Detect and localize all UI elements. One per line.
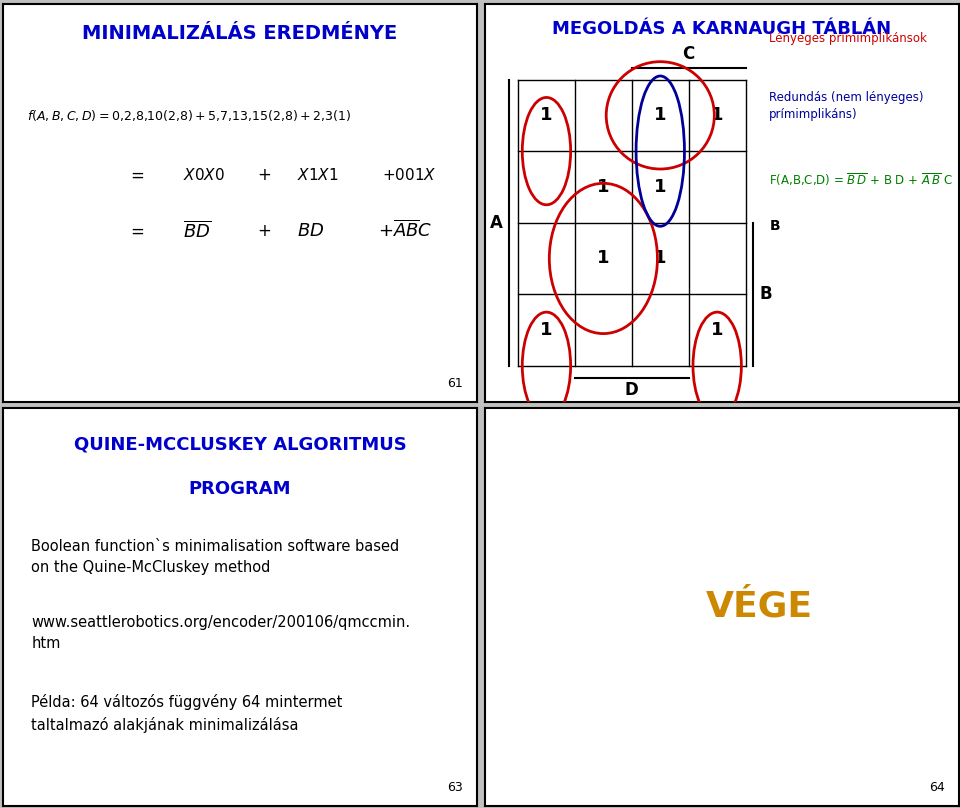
Text: Lényeges prímimplikánsok: Lényeges prímimplikánsok: [769, 32, 927, 45]
Text: $BD$: $BD$: [297, 221, 324, 240]
Text: MEGOLDÁS A KARNAUGH TÁBLÁN: MEGOLDÁS A KARNAUGH TÁBLÁN: [552, 20, 892, 38]
Text: www.seattlerobotics.org/encoder/200106/qmccmin.
htm: www.seattlerobotics.org/encoder/200106/q…: [32, 615, 411, 650]
Text: $+$: $+$: [256, 221, 271, 240]
Text: VÉGE: VÉGE: [707, 590, 813, 624]
Text: 1: 1: [711, 107, 724, 124]
Text: Redundás (nem lényeges)
prímimplikáns): Redundás (nem lényeges) prímimplikáns): [769, 91, 924, 121]
Text: $f\left(A,B,C,D\right)=0{,}2{,}8{,}10(2{,}8)+5{,}7{,}13{,}15(2{,}8)+2{,}3(1)$: $f\left(A,B,C,D\right)=0{,}2{,}8{,}10(2{…: [27, 107, 350, 123]
Text: $=$: $=$: [127, 221, 144, 240]
Text: $+$: $+$: [256, 166, 271, 184]
Text: F(A,B,C,D) = $\overline{B}\,\overline{D}$ + B D + $\overline{A}\,\overline{B}$ C: F(A,B,C,D) = $\overline{B}\,\overline{D}…: [769, 171, 953, 188]
Text: A: A: [491, 213, 503, 232]
Text: 1: 1: [654, 178, 666, 196]
Text: 61: 61: [447, 377, 463, 389]
Text: $\overline{B}\overline{D}$: $\overline{B}\overline{D}$: [183, 221, 211, 241]
Text: $+\overline{A}\overline{B}C$: $+\overline{A}\overline{B}C$: [377, 220, 432, 242]
Text: $X0X0$: $X0X0$: [183, 167, 225, 183]
Text: PROGRAM: PROGRAM: [189, 480, 291, 498]
Text: D: D: [625, 381, 638, 398]
Text: 64: 64: [929, 781, 945, 793]
Text: $X1X1$: $X1X1$: [297, 167, 339, 183]
Text: 1: 1: [597, 250, 610, 267]
Text: $+001X$: $+001X$: [382, 167, 437, 183]
Text: 1: 1: [711, 321, 724, 339]
Text: Példa: 64 változós függvény 64 mintermet
taltalmazó alakjának minimalizálása: Példa: 64 változós függvény 64 mintermet…: [32, 694, 343, 733]
Text: 63: 63: [447, 781, 463, 793]
Text: QUINE-MCCLUSKEY ALGORITMUS: QUINE-MCCLUSKEY ALGORITMUS: [74, 436, 406, 454]
Text: B: B: [769, 219, 780, 233]
Text: C: C: [683, 44, 695, 63]
Text: Boolean function`s minimalisation software based
on the Quine-McCluskey method: Boolean function`s minimalisation softwa…: [32, 539, 399, 575]
Text: 1: 1: [654, 250, 666, 267]
Text: $=$: $=$: [127, 166, 144, 184]
Text: 1: 1: [597, 178, 610, 196]
Text: 1: 1: [540, 107, 553, 124]
Text: 1: 1: [654, 107, 666, 124]
Text: MINIMALIZÁLÁS EREDMÉNYE: MINIMALIZÁLÁS EREDMÉNYE: [83, 24, 397, 43]
Text: 1: 1: [540, 321, 553, 339]
Text: B: B: [760, 285, 773, 303]
